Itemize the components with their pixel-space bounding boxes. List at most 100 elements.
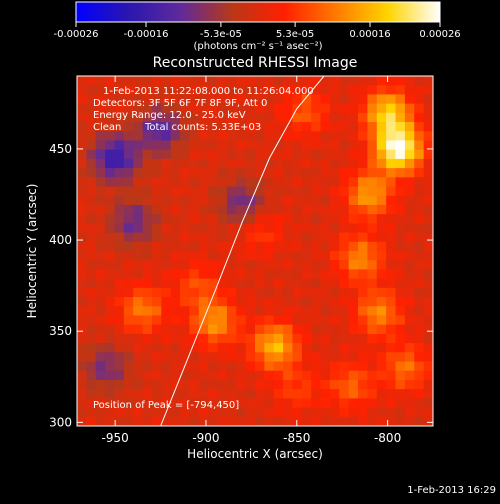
- heatmap-cell: [292, 195, 303, 206]
- heatmap-cell: [161, 343, 172, 353]
- heatmap-cell: [395, 315, 406, 326]
- heatmap-cell: [180, 352, 190, 363]
- heatmap-cell: [170, 195, 181, 206]
- heatmap-cell: [161, 149, 172, 160]
- heatmap-cell: [283, 122, 293, 132]
- heatmap-cell: [311, 343, 322, 353]
- heatmap-cell: [217, 324, 228, 335]
- heatmap-cell: [255, 85, 265, 95]
- heatmap-cell: [151, 251, 162, 261]
- heatmap-cell: [311, 186, 322, 197]
- heatmap-cell: [226, 158, 237, 169]
- heatmap-cell: [386, 315, 397, 326]
- heatmap-cell: [264, 112, 275, 123]
- heatmap-cell: [198, 112, 209, 123]
- heatmap-cell: [95, 186, 106, 197]
- colorbar-tick-label: -0.00026: [54, 29, 99, 40]
- heatmap-cell: [95, 195, 106, 206]
- heatmap-cell: [404, 287, 415, 298]
- heatmap-cell: [273, 260, 284, 270]
- heatmap-cell: [86, 315, 97, 326]
- heatmap-cell: [264, 287, 275, 298]
- heatmap-cell: [311, 416, 322, 426]
- heatmap-cell: [208, 158, 219, 169]
- heatmap-cell: [264, 214, 275, 224]
- heatmap-cell: [395, 186, 406, 197]
- heatmap-cell: [348, 361, 359, 372]
- heatmap-cell: [423, 76, 433, 86]
- heatmap-cell: [348, 122, 359, 132]
- heatmap-cell: [358, 177, 368, 188]
- heatmap-cell: [348, 324, 359, 335]
- heatmap-cell: [180, 94, 190, 105]
- heatmap-cell: [133, 343, 144, 353]
- heatmap-cell: [311, 122, 322, 132]
- heatmap-cell: [123, 278, 134, 289]
- heatmap-cell: [311, 315, 322, 326]
- heatmap-cell: [273, 278, 284, 289]
- heatmap-cell: [292, 416, 303, 426]
- heatmap-cell: [273, 186, 284, 197]
- heatmap-cell: [151, 103, 162, 114]
- heatmap-cell: [142, 315, 153, 326]
- heatmap-cell: [114, 158, 125, 169]
- heatmap-cell: [180, 232, 190, 243]
- heatmap-cell: [236, 379, 247, 390]
- heatmap-cell: [386, 195, 397, 206]
- heatmap-cell: [180, 112, 190, 123]
- heatmap-cell: [151, 94, 162, 105]
- heatmap-cell: [77, 315, 87, 326]
- heatmap-cell: [348, 398, 359, 409]
- heatmap-cell: [105, 85, 115, 95]
- heatmap-cell: [283, 168, 293, 178]
- heatmap-cell: [367, 389, 378, 399]
- heatmap-cell: [414, 140, 425, 151]
- heatmap-cell: [329, 85, 340, 95]
- heatmap-cell: [283, 223, 293, 234]
- heatmap-cell: [414, 416, 425, 426]
- heatmap-cell: [86, 103, 97, 114]
- heatmap-cell: [264, 278, 275, 289]
- heatmap-cell: [245, 122, 256, 132]
- colorbar-unit-label: (photons cm⁻² s⁻¹ asec⁻²): [193, 41, 322, 52]
- heatmap-cell: [292, 241, 303, 252]
- heatmap-cell: [414, 204, 425, 215]
- heatmap-cell: [255, 140, 265, 151]
- heatmap-cell: [376, 416, 387, 426]
- heatmap-cell: [367, 214, 378, 224]
- heatmap-cell: [77, 251, 87, 261]
- heatmap-cell: [329, 352, 340, 363]
- heatmap-cell: [339, 407, 350, 418]
- heatmap-cell: [404, 269, 415, 280]
- heatmap-cell: [348, 407, 359, 418]
- heatmap-cell: [283, 76, 293, 86]
- heatmap-cell: [245, 315, 256, 326]
- heatmap-cell: [161, 370, 172, 381]
- heatmap-cell: [358, 251, 368, 261]
- annotation-time-range: 1-Feb-2013 11:22:08.000 to 11:26:04.000: [103, 86, 314, 97]
- heatmap-cell: [189, 223, 200, 234]
- heatmap-cell: [329, 260, 340, 270]
- heatmap-cell: [358, 269, 368, 280]
- heatmap-cell: [414, 85, 425, 95]
- heatmap-cell: [86, 195, 97, 206]
- x-tick-label: -950: [102, 431, 129, 445]
- heatmap-cell: [245, 379, 256, 390]
- heatmap-cell: [358, 361, 368, 372]
- heatmap-cell: [123, 232, 134, 243]
- y-axis-label: Heliocentric Y (arcsec): [25, 184, 39, 319]
- heatmap-cell: [404, 297, 415, 307]
- heatmap-cell: [414, 241, 425, 252]
- heatmap-cell: [273, 241, 284, 252]
- heatmap-cell: [208, 370, 219, 381]
- heatmap-cell: [151, 241, 162, 252]
- heatmap-cell: [180, 214, 190, 224]
- heatmap-cell: [348, 315, 359, 326]
- heatmap-cell: [105, 343, 115, 353]
- heatmap-cell: [292, 149, 303, 160]
- heatmap-cell: [142, 407, 153, 418]
- heatmap-cell: [273, 131, 284, 141]
- heatmap-cell: [170, 287, 181, 298]
- heatmap-cell: [77, 389, 87, 399]
- heatmap-cell: [339, 168, 350, 178]
